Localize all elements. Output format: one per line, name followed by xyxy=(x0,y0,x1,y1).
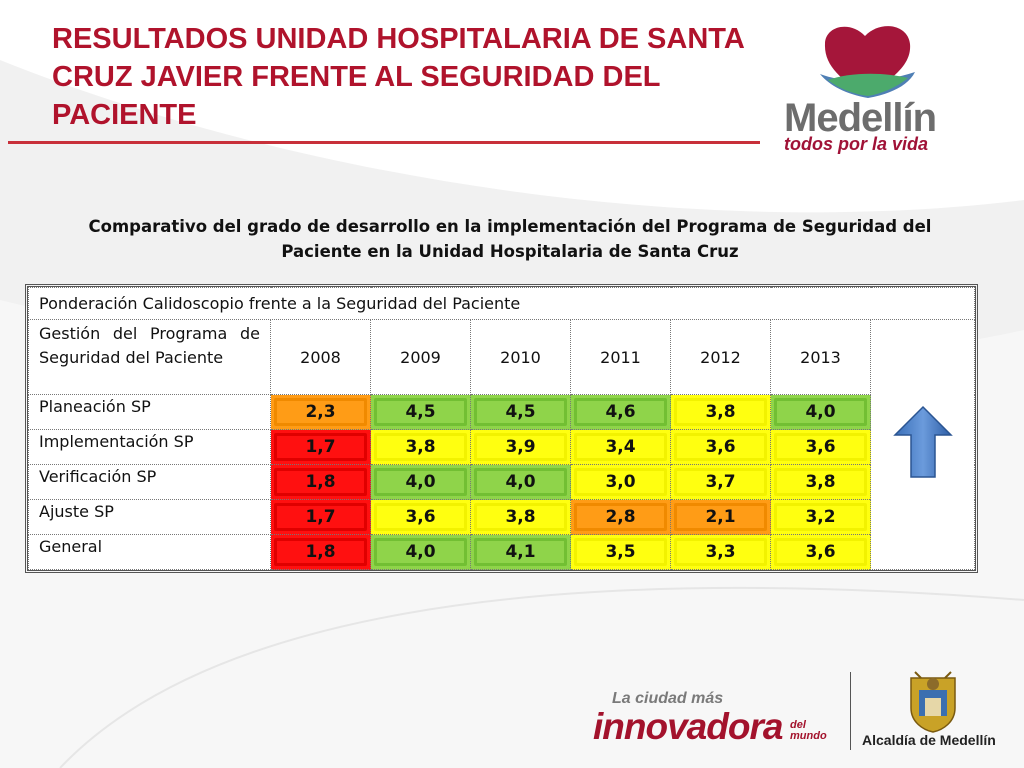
up-arrow-icon xyxy=(892,405,953,478)
footer-tagline: La ciudad más xyxy=(612,690,724,707)
value-chip: 1,7 xyxy=(274,503,367,531)
row-label: Verificación SP xyxy=(28,464,271,500)
table-row: Implementación SP 1,7 3,8 3,9 3,4 3,6 3,… xyxy=(28,429,975,465)
footer-brand: innovadora xyxy=(593,706,783,747)
value-chip: 3,6 xyxy=(774,433,867,461)
value-chip: 3,3 xyxy=(674,538,767,566)
logo-slogan: todos por la vida xyxy=(784,134,929,154)
value-chip: 3,5 xyxy=(574,538,667,566)
value-chip: 4,5 xyxy=(374,398,467,426)
value-chip: 2,8 xyxy=(574,503,667,531)
value-cell: 3,6 xyxy=(370,499,471,535)
value-cell: 3,6 xyxy=(770,429,871,465)
value-chip: 1,7 xyxy=(274,433,367,461)
value-cell: 3,0 xyxy=(570,464,671,500)
value-chip: 4,0 xyxy=(774,398,867,426)
value-cell: 3,6 xyxy=(670,429,771,465)
value-cell: 4,0 xyxy=(770,394,871,430)
value-cell: 4,6 xyxy=(570,394,671,430)
value-cell: 3,2 xyxy=(770,499,871,535)
value-chip: 3,7 xyxy=(674,468,767,496)
value-chip: 3,8 xyxy=(474,503,567,531)
value-cell: 4,0 xyxy=(370,464,471,500)
value-chip: 3,6 xyxy=(774,538,867,566)
table-header: Ponderación Calidoscopio frente a la Seg… xyxy=(28,287,975,320)
value-cell: 3,9 xyxy=(470,429,571,465)
year-2013: 2013 xyxy=(770,319,871,395)
value-cell: 4,0 xyxy=(370,534,471,570)
value-cell: 4,5 xyxy=(370,394,471,430)
value-chip: 3,0 xyxy=(574,468,667,496)
row-label: General xyxy=(28,534,271,570)
value-chip: 4,5 xyxy=(474,398,567,426)
title-divider xyxy=(8,141,760,144)
year-2012: 2012 xyxy=(670,319,771,395)
footer-alcaldia: Alcaldía de Medellín xyxy=(862,732,996,748)
value-cell: 1,8 xyxy=(270,464,371,500)
value-cell: 2,1 xyxy=(670,499,771,535)
value-chip: 3,6 xyxy=(674,433,767,461)
value-cell: 3,6 xyxy=(770,534,871,570)
value-cell: 3,8 xyxy=(470,499,571,535)
value-chip: 4,0 xyxy=(374,468,467,496)
value-chip: 1,8 xyxy=(274,468,367,496)
value-chip: 3,8 xyxy=(674,398,767,426)
footer-brand-suffix: del mundo xyxy=(790,719,827,742)
value-cell: 3,8 xyxy=(670,394,771,430)
value-cell: 1,8 xyxy=(270,534,371,570)
value-chip: 2,3 xyxy=(274,398,367,426)
value-chip: 1,8 xyxy=(274,538,367,566)
coat-of-arms-icon xyxy=(910,671,956,733)
results-table: Ponderación Calidoscopio frente a la Seg… xyxy=(25,284,978,573)
slide-title: RESULTADOS UNIDAD HOSPITALARIA DE SANTA … xyxy=(52,23,744,131)
gestion-label: Gestión del Programa de Seguridad del Pa… xyxy=(28,319,271,395)
medellin-logo-icon xyxy=(820,26,915,98)
value-chip: 2,1 xyxy=(674,503,767,531)
value-chip: 3,6 xyxy=(374,503,467,531)
value-chip: 4,0 xyxy=(474,468,567,496)
value-chip: 3,8 xyxy=(774,468,867,496)
value-cell: 3,8 xyxy=(770,464,871,500)
table-row: Planeación SP 2,3 4,5 4,5 4,6 3,8 4,0 xyxy=(28,394,975,430)
table-row: Verificación SP 1,8 4,0 4,0 3,0 3,7 3,8 xyxy=(28,464,975,500)
value-chip: 3,4 xyxy=(574,433,667,461)
value-cell: 2,3 xyxy=(270,394,371,430)
year-2008: 2008 xyxy=(270,319,371,395)
value-cell: 1,7 xyxy=(270,429,371,465)
value-chip: 4,0 xyxy=(374,538,467,566)
trend-column xyxy=(870,319,975,570)
logo-name: Medellín xyxy=(784,96,937,140)
years-row: Gestión del Programa de Seguridad del Pa… xyxy=(28,319,975,570)
row-label: Implementación SP xyxy=(28,429,271,465)
value-chip: 4,6 xyxy=(574,398,667,426)
value-cell: 3,4 xyxy=(570,429,671,465)
value-chip: 4,1 xyxy=(474,538,567,566)
value-cell: 4,5 xyxy=(470,394,571,430)
value-cell: 3,8 xyxy=(370,429,471,465)
value-cell: 3,5 xyxy=(570,534,671,570)
value-chip: 3,8 xyxy=(374,433,467,461)
value-cell: 3,7 xyxy=(670,464,771,500)
table-row: Ajuste SP 1,7 3,6 3,8 2,8 2,1 3,2 xyxy=(28,499,975,535)
row-label: Planeación SP xyxy=(28,394,271,430)
value-chip: 3,2 xyxy=(774,503,867,531)
value-cell: 1,7 xyxy=(270,499,371,535)
value-cell: 4,0 xyxy=(470,464,571,500)
year-2011: 2011 xyxy=(570,319,671,395)
footer-divider xyxy=(850,672,851,750)
year-2010: 2010 xyxy=(470,319,571,395)
row-label: Ajuste SP xyxy=(28,499,271,535)
value-cell: 3,3 xyxy=(670,534,771,570)
value-cell: 4,1 xyxy=(470,534,571,570)
value-chip: 3,9 xyxy=(474,433,567,461)
year-2009: 2009 xyxy=(370,319,471,395)
table-subtitle: Comparativo del grado de desarrollo en l… xyxy=(88,217,932,261)
table-row: General 1,8 4,0 4,1 3,5 3,3 3,6 xyxy=(28,534,975,570)
table-header-row: Ponderación Calidoscopio frente a la Seg… xyxy=(28,287,975,320)
value-cell: 2,8 xyxy=(570,499,671,535)
